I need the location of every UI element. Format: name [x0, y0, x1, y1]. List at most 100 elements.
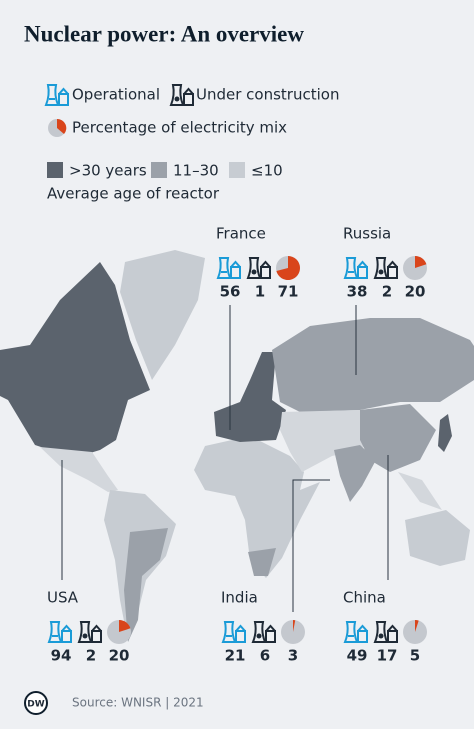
- legend-icon: [44, 84, 69, 106]
- construction-count: 1: [255, 283, 265, 301]
- operational-icon: [44, 84, 69, 106]
- construction-count: 2: [382, 283, 392, 301]
- legend-icon: [169, 84, 194, 106]
- under-construction-icon: [246, 257, 271, 279]
- legend-age: ≤10: [251, 162, 283, 180]
- legend-swatch: [229, 162, 245, 178]
- icon-tower: [221, 621, 237, 643]
- under-construction-icon: [373, 621, 398, 643]
- icon-tower: [373, 621, 389, 643]
- under-construction-icon: [251, 621, 276, 643]
- under-construction-icon: [169, 84, 194, 106]
- icon-building: [260, 266, 271, 279]
- country-block: USA 94 2 20: [47, 589, 131, 665]
- icon-tower: [373, 257, 389, 279]
- icon-symbol: [82, 633, 88, 639]
- legend-under-construction: Under construction: [196, 86, 339, 104]
- operational-icon: [221, 621, 246, 643]
- icon-tower: [44, 84, 60, 106]
- icon-roof: [91, 624, 102, 632]
- source: Source: WNISR | 2021: [72, 696, 204, 710]
- logo: [24, 691, 48, 715]
- logo-text: DW: [27, 700, 44, 710]
- country-block: Russia 38 2 20: [343, 225, 427, 301]
- electricity-share: 3: [288, 647, 298, 665]
- construction-count: 17: [377, 647, 398, 665]
- world-map: [0, 250, 474, 642]
- operational-count: 21: [225, 647, 246, 665]
- icon-building: [357, 630, 368, 643]
- operational-icon: [216, 257, 241, 279]
- pie-slice: [293, 620, 296, 632]
- electricity-share: 71: [278, 283, 299, 301]
- construction-count: 6: [260, 647, 270, 665]
- icon-roof: [230, 260, 241, 268]
- operational-count: 49: [347, 647, 368, 665]
- icon-roof: [387, 260, 398, 268]
- icon-roof: [58, 87, 69, 95]
- country-block: India 21 6 3: [221, 589, 305, 665]
- construction-count: 2: [86, 647, 96, 665]
- country-name: France: [216, 225, 266, 243]
- operational-count: 56: [220, 283, 241, 301]
- icon-roof: [265, 624, 276, 632]
- icon-symbol: [378, 633, 384, 639]
- icon-tower: [343, 257, 359, 279]
- operational-count: 94: [51, 647, 72, 665]
- icon-building: [91, 630, 102, 643]
- electricity-share: 20: [405, 283, 426, 301]
- pie-slice: [276, 256, 301, 280]
- operational-icon: [343, 257, 368, 279]
- pie-slice: [119, 620, 131, 632]
- legend-percentage: Percentage of electricity mix: [72, 119, 287, 137]
- legend-swatch: [47, 162, 63, 178]
- legend-age: >30 years: [69, 162, 147, 180]
- icon-roof: [357, 260, 368, 268]
- icon-tower: [47, 621, 63, 643]
- icon-building: [58, 93, 69, 106]
- icon-roof: [183, 87, 194, 95]
- country-name: China: [343, 589, 386, 607]
- legend-age-label: Average age of reactor: [47, 185, 220, 203]
- operational-icon: [47, 621, 72, 643]
- icon-symbol: [174, 96, 180, 102]
- electricity-share: 20: [109, 647, 130, 665]
- title: Nuclear power: An overview: [24, 21, 304, 46]
- pie-slice: [415, 256, 427, 268]
- icon-building: [387, 630, 398, 643]
- icon-building: [230, 266, 241, 279]
- icon-tower: [77, 621, 93, 643]
- icon-building: [61, 630, 72, 643]
- pie-slice: [415, 620, 419, 632]
- country-block: France 56 1 71: [216, 225, 301, 301]
- icon-tower: [343, 621, 359, 643]
- icon-roof: [357, 624, 368, 632]
- legend-pie-icon: [48, 118, 67, 137]
- icon-roof: [260, 260, 271, 268]
- country-name: India: [221, 589, 258, 607]
- icon-building: [357, 266, 368, 279]
- icon-symbol: [256, 633, 262, 639]
- icon-tower: [216, 257, 232, 279]
- electricity-share: 5: [410, 647, 420, 665]
- legend-swatch: [151, 162, 167, 178]
- under-construction-icon: [373, 257, 398, 279]
- legend-operational: Operational: [72, 86, 160, 104]
- icon-roof: [61, 624, 72, 632]
- leader-line: [292, 479, 330, 612]
- country-name: USA: [47, 589, 79, 607]
- icon-tower: [251, 621, 267, 643]
- icon-building: [183, 93, 194, 106]
- icon-building: [235, 630, 246, 643]
- icon-tower: [169, 84, 185, 106]
- icon-building: [265, 630, 276, 643]
- icon-roof: [387, 624, 398, 632]
- icon-building: [387, 266, 398, 279]
- icon-roof: [235, 624, 246, 632]
- operational-count: 38: [347, 283, 368, 301]
- country-block: China 49 17 5: [343, 589, 427, 665]
- legend-age: 11–30: [173, 162, 219, 180]
- country-name: Russia: [343, 225, 391, 243]
- icon-tower: [246, 257, 262, 279]
- under-construction-icon: [77, 621, 102, 643]
